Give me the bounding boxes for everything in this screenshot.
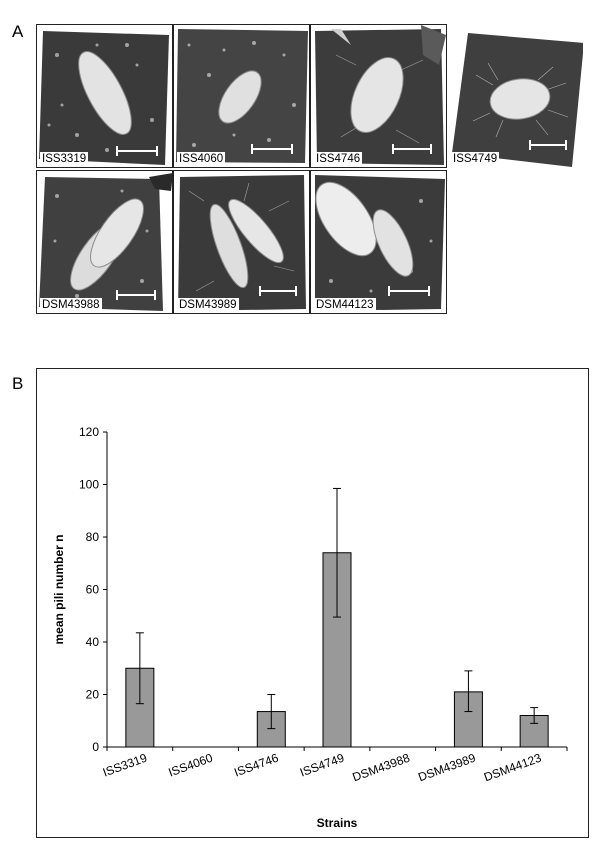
x-tick-label: ISS4746 [232, 751, 280, 780]
micrograph-dsm43988: DSM43988 [36, 170, 173, 314]
micrograph-grid: ISS3319 ISS4060 [36, 24, 589, 314]
panel-a-letter: A [12, 22, 24, 41]
x-tick-label: DSM43989 [416, 751, 478, 785]
micrograph-iss3319: ISS3319 [36, 24, 173, 168]
bar-chart: 0 20 40 60 80 100 120 ISS3319 ISS4060 ISS4746 ISS4… [52, 425, 568, 830]
micrograph-iss4060: ISS4060 [173, 24, 310, 168]
y-tick-label: 20 [86, 688, 100, 702]
y-tick-label: 80 [86, 530, 100, 544]
y-tick-label: 60 [86, 583, 100, 597]
micrograph-iss4749: ISS4749 [447, 24, 584, 168]
y-axis-title: mean pili number n [52, 534, 66, 644]
micrograph-label: DSM43989 [177, 298, 239, 312]
y-tick-label: 120 [79, 425, 99, 439]
x-axis-title: Strains [317, 816, 358, 830]
x-tick-label: DSM44123 [482, 751, 544, 785]
micrograph-label: ISS4746 [314, 152, 363, 166]
micrograph-dsm43989: DSM43989 [173, 170, 310, 314]
x-tick-label: ISS4060 [167, 751, 215, 780]
panel-b-letter: B [12, 374, 24, 393]
y-tick-label: 40 [86, 635, 100, 649]
chart-frame: 0 20 40 60 80 100 120 ISS3319 ISS4060 ISS4746 ISS4… [36, 368, 589, 838]
x-tick-label: ISS3319 [101, 751, 149, 780]
micrograph-label: DSM43988 [40, 298, 102, 312]
micrograph-label: ISS4060 [177, 152, 226, 166]
micrograph-iss4746: ISS4746 [310, 24, 447, 168]
micrograph-dsm44123: DSM44123 [310, 170, 447, 314]
micrograph-label: ISS3319 [40, 152, 89, 166]
x-tick-label: DSM43988 [351, 751, 413, 785]
y-tick-label: 100 [79, 478, 99, 492]
micrograph-label: DSM44123 [314, 298, 376, 312]
y-tick-label: 0 [92, 740, 99, 754]
x-tick-label: ISS4749 [298, 751, 346, 780]
micrograph-label: ISS4749 [451, 152, 500, 166]
